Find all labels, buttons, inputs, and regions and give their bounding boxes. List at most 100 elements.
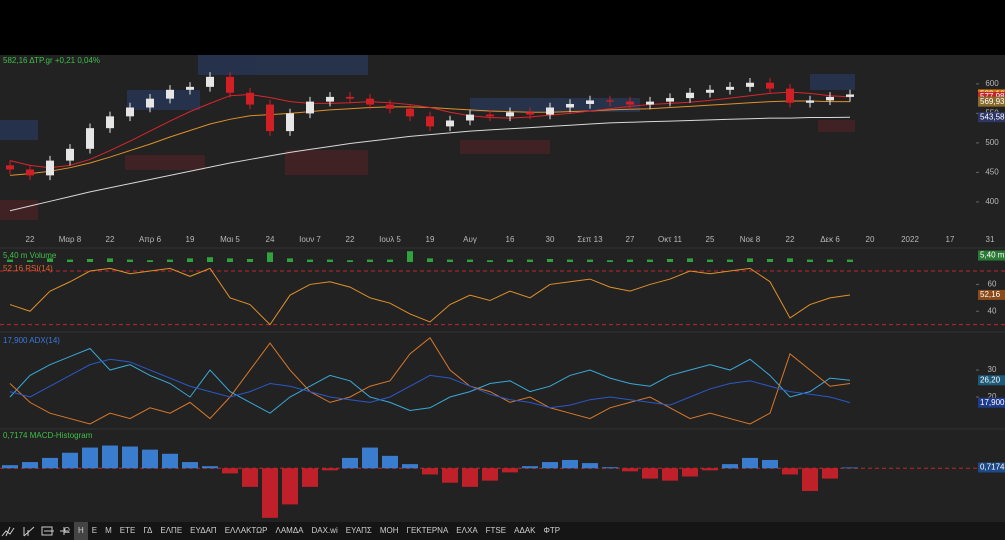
bar — [447, 259, 453, 262]
x-tick-label: 2022 — [901, 235, 919, 244]
badge-label: 26,20 — [980, 375, 1001, 384]
zone — [0, 120, 38, 140]
candle-body — [826, 96, 834, 101]
candle-body — [286, 113, 294, 132]
x-tick-label: Οκτ 11 — [658, 235, 682, 244]
bar — [347, 260, 353, 262]
toolbar: ΩΗΕΜΕΤΕΓΔΕΛΠΕΕΥΔΑΠΕΛΛΑΚΤΩΡΛΑΜΔΑDAX.wiΕΥΑ… — [0, 522, 1005, 540]
bar — [222, 468, 238, 474]
bar — [267, 252, 273, 262]
badge-label: 543,58 — [980, 112, 1005, 121]
candle-body — [766, 82, 774, 89]
x-tick-label: 24 — [266, 235, 275, 244]
symbol-tab[interactable]: ΓΔ — [143, 526, 153, 535]
symbol-tab[interactable]: FTSE — [485, 526, 507, 535]
x-tick-label: 22 — [786, 235, 795, 244]
bar — [747, 258, 753, 262]
symbol-tab[interactable]: ΕΛΠΕ — [160, 526, 183, 535]
candle-body — [366, 98, 374, 105]
bar — [67, 259, 73, 262]
symbol-tab[interactable]: ΕΥΑΠΣ — [345, 526, 372, 535]
bar — [762, 459, 778, 469]
bar — [802, 468, 818, 491]
badge-label: 5,40 m — [980, 251, 1005, 260]
symbol-tab[interactable]: Ε — [91, 526, 98, 535]
candle-body — [626, 101, 634, 105]
bar — [602, 467, 618, 469]
right-icons — [1, 527, 68, 537]
badge — [978, 375, 1005, 386]
bar — [587, 259, 593, 262]
icon[interactable] — [1, 527, 15, 537]
symbol-tab[interactable]: ΕΛΧΑ — [456, 526, 478, 535]
candle-body — [66, 148, 74, 161]
bar — [402, 464, 418, 469]
bar — [727, 259, 733, 262]
candle-body — [226, 76, 234, 93]
symbol-tab[interactable]: ΑΔΑΚ — [514, 526, 536, 535]
badge-label: 569,93 — [980, 97, 1005, 106]
symbol-tab[interactable]: ΛΑΜΔΑ — [275, 526, 304, 535]
candle-body — [646, 101, 654, 105]
line — [9, 347, 851, 414]
x-tick-label: Μαρ 8 — [59, 235, 82, 244]
bar — [362, 447, 378, 469]
symbol-tab[interactable]: ΜΟΗ — [379, 526, 399, 535]
candle-body — [726, 86, 734, 90]
bar — [622, 468, 638, 472]
pane-label: 52,16 RSI(14) — [3, 264, 53, 273]
x-tick-label: 22 — [106, 235, 115, 244]
candle-body — [186, 86, 194, 90]
x-tick-label: 30 — [546, 235, 555, 244]
candle-body — [806, 100, 814, 103]
bar — [27, 260, 33, 262]
x-tick-label: Μαι 5 — [220, 235, 240, 244]
bar — [782, 468, 798, 475]
candle-body — [326, 96, 334, 102]
y-tick-label: 20 — [988, 392, 997, 401]
candle-body — [486, 114, 494, 117]
bar — [47, 258, 53, 262]
candle-body — [526, 112, 534, 115]
symbol-tab[interactable]: ΕΛΛΑΚΤΩΡ — [224, 526, 268, 535]
symbol-tab[interactable]: ΓΕΚΤΕΡΝΑ — [406, 526, 449, 535]
candle-body — [166, 89, 174, 99]
candle-body — [666, 98, 674, 102]
x-tick-label: 19 — [186, 235, 195, 244]
bar — [742, 457, 758, 469]
badge — [978, 96, 1005, 107]
bar — [422, 468, 438, 475]
zone — [810, 74, 855, 90]
x-tick-label: 27 — [626, 235, 635, 244]
x-tick-label: Αυγ — [463, 235, 477, 244]
candle-body — [26, 169, 34, 176]
bar — [62, 452, 78, 469]
line — [9, 116, 851, 212]
symbol-tab[interactable]: DAX.wi — [311, 526, 338, 535]
x-tick-label: 22 — [26, 235, 35, 244]
candle-body — [86, 128, 94, 149]
symbol-tab[interactable]: ΦΤΡ — [543, 526, 561, 535]
bar — [442, 468, 458, 483]
y-tick-label: 40 — [988, 306, 997, 315]
bar — [462, 468, 478, 487]
bar — [687, 258, 693, 262]
bar — [547, 259, 553, 262]
zone — [125, 155, 205, 170]
bar — [607, 260, 613, 262]
candle-body — [306, 101, 314, 114]
symbol-tab[interactable]: Μ — [105, 526, 112, 535]
symbol-tab[interactable]: ΕΤΕ — [119, 526, 136, 535]
icon[interactable] — [23, 526, 35, 537]
bar — [647, 259, 653, 262]
x-tick-label: Δεκ 6 — [820, 235, 840, 244]
candle-body — [606, 100, 614, 102]
candle-body — [426, 116, 434, 127]
bar — [722, 464, 738, 469]
candle-body — [246, 92, 254, 105]
symbol-tab[interactable]: Η — [73, 522, 88, 540]
y-tick-label: 450 — [985, 168, 999, 177]
badge-label: 17,900 — [980, 398, 1005, 407]
symbol-tab[interactable]: ΕΥΔΑΠ — [190, 526, 217, 535]
zones — [0, 55, 855, 220]
